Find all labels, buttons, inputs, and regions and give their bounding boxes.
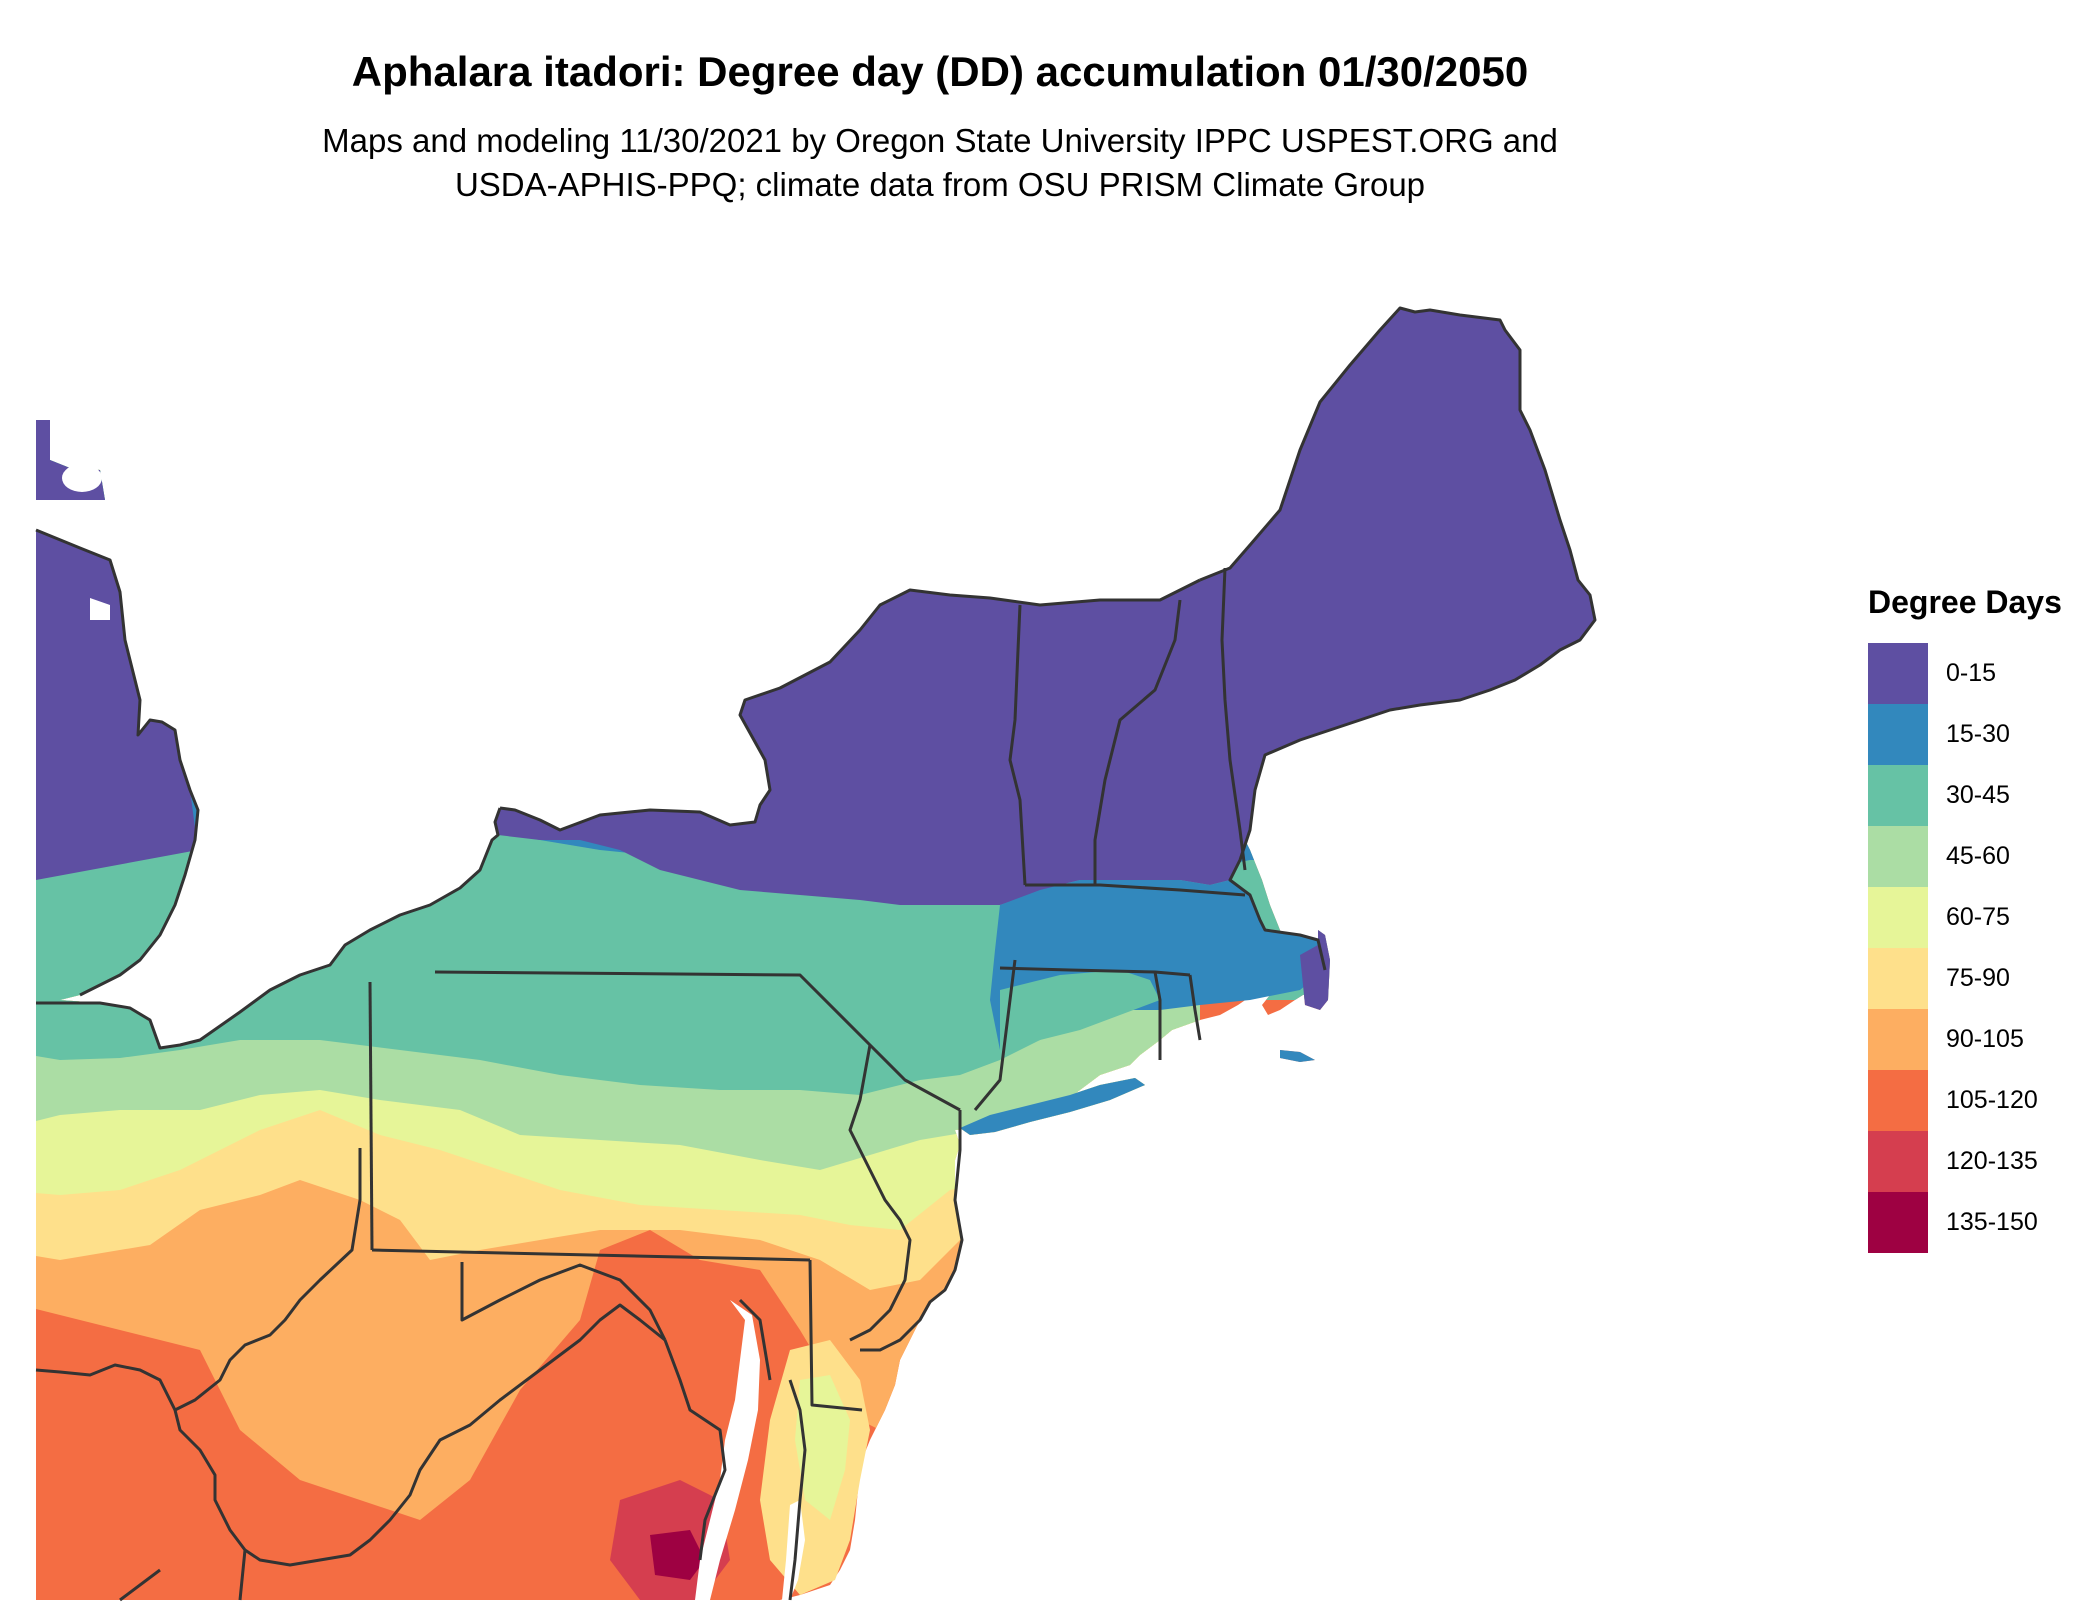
legend-item: 0-15: [1868, 643, 2062, 704]
legend-swatch: [1868, 948, 1928, 1009]
legend-swatch: [1868, 765, 1928, 826]
legend-swatch: [1868, 826, 1928, 887]
legend-swatch: [1868, 1131, 1928, 1192]
legend-item: 15-30: [1868, 704, 2062, 765]
legend-label: 75-90: [1946, 964, 2010, 992]
legend-swatch: [1868, 1192, 1928, 1253]
legend-swatch: [1868, 1070, 1928, 1131]
legend-swatch: [1868, 643, 1928, 704]
map-subtitle-line-1: Maps and modeling 11/30/2021 by Oregon S…: [322, 122, 1558, 159]
legend: Degree Days 0-15 15-30 30-45 45-60 60-75 75-9…: [1868, 584, 2062, 1253]
legend-items: 0-15 15-30 30-45 45-60 60-75 75-90 90-105 105-1…: [1868, 643, 2062, 1253]
legend-swatch: [1868, 887, 1928, 948]
legend-item: 135-150: [1868, 1192, 2062, 1253]
legend-item: 90-105: [1868, 1009, 2062, 1070]
legend-swatch: [1868, 704, 1928, 765]
legend-label: 0-15: [1946, 659, 1997, 687]
legend-label: 120-135: [1946, 1147, 2038, 1175]
legend-label: 135-150: [1946, 1208, 2038, 1236]
legend-item: 60-75: [1868, 887, 2062, 948]
legend-title: Degree Days: [1868, 584, 2062, 620]
legend-label: 15-30: [1946, 720, 2010, 748]
legend-item: 120-135: [1868, 1131, 2062, 1192]
legend-label: 60-75: [1946, 903, 2010, 931]
legend-label: 90-105: [1946, 1025, 2024, 1053]
map-subtitle-line-2: USDA-APHIS-PPQ; climate data from OSU PR…: [454, 166, 1426, 203]
map-title: Aphalara itadori: Degree day (DD) accumu…: [351, 48, 1529, 95]
legend-item: 45-60: [1868, 826, 2062, 887]
legend-label: 30-45: [1946, 781, 2010, 809]
legend-label: 45-60: [1946, 842, 2010, 870]
legend-swatch: [1868, 1009, 1928, 1070]
legend-item: 105-120: [1868, 1070, 2062, 1131]
legend-label: 105-120: [1946, 1086, 2038, 1114]
legend-item: 75-90: [1868, 948, 2062, 1009]
legend-item: 30-45: [1868, 765, 2062, 826]
